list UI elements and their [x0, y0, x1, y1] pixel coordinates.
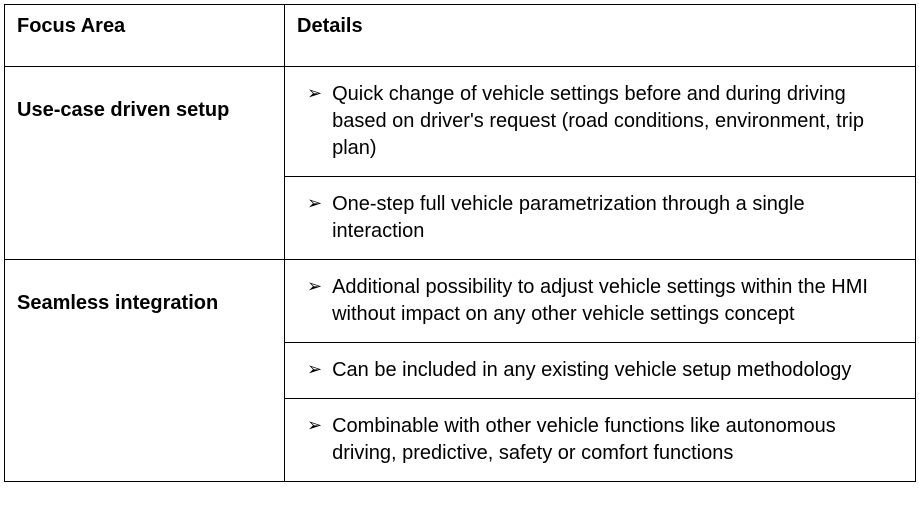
- bullet-item: ➢ Combinable with other vehicle function…: [299, 413, 901, 467]
- table-row: Seamless integration ➢ Additional possib…: [5, 260, 916, 343]
- bullet-glyph-icon: ➢: [307, 413, 322, 437]
- detail-text: Additional possibility to adjust vehicle…: [332, 274, 901, 328]
- bullet-item: ➢ Additional possibility to adjust vehic…: [299, 274, 901, 328]
- header-details: Details: [285, 5, 916, 67]
- focus-area-cell: Use-case driven setup: [5, 67, 285, 260]
- bullet-item: ➢ Can be included in any existing vehicl…: [299, 357, 901, 384]
- table-header-row: Focus Area Details: [5, 5, 916, 67]
- bullet-glyph-icon: ➢: [307, 274, 322, 298]
- focus-area-cell: Seamless integration: [5, 260, 285, 482]
- detail-text: Combinable with other vehicle functions …: [332, 413, 901, 467]
- table-row: Use-case driven setup ➢ Quick change of …: [5, 67, 916, 177]
- detail-cell: ➢ Can be included in any existing vehicl…: [285, 343, 916, 399]
- bullet-item: ➢ One-step full vehicle parametrization …: [299, 191, 901, 245]
- detail-cell: ➢ One-step full vehicle parametrization …: [285, 177, 916, 260]
- bullet-glyph-icon: ➢: [307, 81, 322, 105]
- header-focus-area: Focus Area: [5, 5, 285, 67]
- detail-cell: ➢ Additional possibility to adjust vehic…: [285, 260, 916, 343]
- bullet-glyph-icon: ➢: [307, 191, 322, 215]
- detail-cell: ➢ Combinable with other vehicle function…: [285, 399, 916, 482]
- detail-text: One-step full vehicle parametrization th…: [332, 191, 901, 245]
- detail-cell: ➢ Quick change of vehicle settings befor…: [285, 67, 916, 177]
- bullet-glyph-icon: ➢: [307, 357, 322, 381]
- focus-details-table: Focus Area Details Use-case driven setup…: [4, 4, 916, 482]
- detail-text: Can be included in any existing vehicle …: [332, 357, 901, 384]
- bullet-item: ➢ Quick change of vehicle settings befor…: [299, 81, 901, 162]
- detail-text: Quick change of vehicle settings before …: [332, 81, 901, 162]
